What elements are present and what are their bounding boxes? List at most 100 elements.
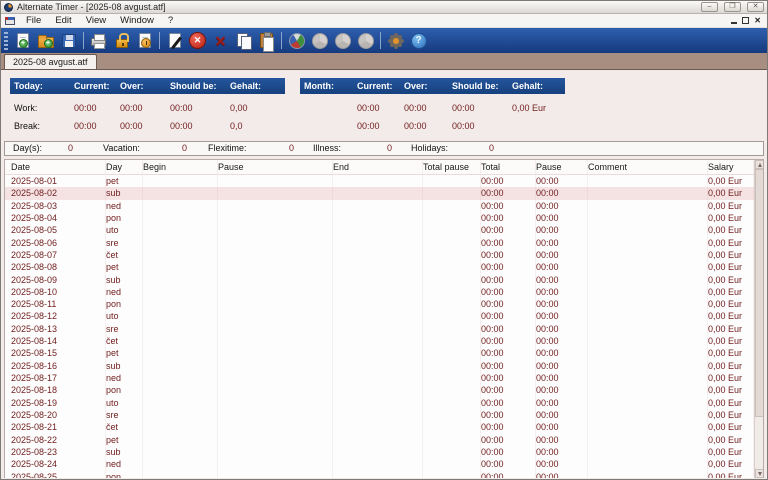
cell-begin (143, 408, 218, 422)
column-header[interactable]: Total (481, 160, 536, 174)
vertical-scrollbar[interactable] (754, 160, 763, 478)
table-row[interactable]: 2025-08-02 sub 00:00 00:00 0,00 Eur (5, 187, 763, 200)
menu-item[interactable]: View (85, 15, 107, 26)
scroll-up-arrow[interactable] (755, 160, 763, 169)
table-row[interactable]: 2025-08-05 uto 00:00 00:00 0,00 Eur (5, 224, 763, 237)
save-file-button[interactable] (58, 30, 79, 51)
table-row[interactable]: 2025-08-15 pet 00:00 00:00 0,00 Eur (5, 347, 763, 360)
table-row[interactable]: 2025-08-22 pet 00:00 00:00 0,00 Eur (5, 433, 763, 446)
table-row[interactable]: 2025-08-25 pon 00:00 00:00 0,00 Eur (5, 470, 763, 478)
month-work-gehalt: 0,00 Eur (512, 103, 547, 113)
cell-total-pause (423, 408, 481, 422)
cell-begin (143, 261, 218, 274)
table-row[interactable]: 2025-08-16 sub 00:00 00:00 0,00 Eur (5, 359, 763, 372)
scrollbar-thumb[interactable] (755, 169, 763, 418)
lock-button[interactable] (111, 30, 132, 51)
minimize-button[interactable]: – (701, 2, 718, 12)
copy-button[interactable] (233, 30, 254, 51)
toolbar-gripper[interactable] (4, 31, 8, 50)
cell-pause (218, 384, 333, 397)
chart-disabled-button-3[interactable] (355, 30, 376, 51)
column-header[interactable]: Total pause (423, 160, 481, 174)
cell-total: 00:00 (481, 261, 536, 274)
restore-button[interactable]: ❐ (724, 2, 741, 12)
table-row[interactable]: 2025-08-13 sre 00:00 00:00 0,00 Eur (5, 322, 763, 336)
cell-salary: 0,00 Eur (708, 458, 754, 471)
cell-end (333, 384, 423, 397)
cell-pause (218, 372, 333, 385)
column-header[interactable]: Comment (588, 160, 708, 174)
table-row[interactable]: 2025-08-01 pet 00:00 00:00 0,00 Eur (5, 175, 763, 188)
help-button[interactable]: ? (408, 30, 429, 51)
column-header[interactable]: Day (106, 160, 143, 174)
table-row[interactable]: 2025-08-09 sub 00:00 00:00 0,00 Eur (5, 273, 763, 286)
month-work-over: 00:00 (404, 103, 427, 113)
cell-salary: 0,00 Eur (708, 248, 754, 262)
column-header[interactable]: Pause (218, 160, 333, 174)
lock-icon (115, 33, 129, 48)
cell-total: 00:00 (481, 310, 536, 323)
mdi-restore-icon[interactable] (742, 17, 750, 24)
stat-value: 0 (67, 143, 73, 153)
table-row[interactable]: 2025-08-03 ned 00:00 00:00 0,00 Eur (5, 199, 763, 212)
column-header[interactable]: Salary (708, 160, 754, 174)
table-row[interactable]: 2025-08-12 uto 00:00 00:00 0,00 Eur (5, 310, 763, 323)
cell-day: čet (106, 335, 143, 348)
cell-date: 2025-08-19 (11, 396, 106, 409)
chart-overview-button[interactable] (286, 30, 307, 51)
cell-total-pause (423, 421, 481, 434)
table-row[interactable]: 2025-08-06 sre 00:00 00:00 0,00 Eur (5, 236, 763, 249)
chart-disabled-button-2[interactable] (332, 30, 353, 51)
table-row[interactable]: 2025-08-04 pon 00:00 00:00 0,00 Eur (5, 211, 763, 225)
table-row[interactable]: 2025-08-23 sub 00:00 00:00 0,00 Eur (5, 445, 763, 459)
table-row[interactable]: 2025-08-17 ned 00:00 00:00 0,00 Eur (5, 372, 763, 385)
document-tab[interactable]: 2025-08 avgust.atf (4, 54, 97, 69)
cell-comment (588, 298, 708, 311)
edit-entry-button[interactable] (164, 30, 185, 51)
table-row[interactable]: 2025-08-18 pon 00:00 00:00 0,00 Eur (5, 384, 763, 397)
menu-item[interactable]: File (26, 15, 42, 26)
table-row[interactable]: 2025-08-11 pon 00:00 00:00 0,00 Eur (5, 298, 763, 311)
column-header[interactable]: Date (11, 160, 106, 174)
cell-comment (588, 273, 708, 286)
table-row[interactable]: 2025-08-14 čet 00:00 00:00 0,00 Eur (5, 335, 763, 348)
column-header[interactable]: Pause (536, 160, 588, 174)
menu-item[interactable]: ? (167, 15, 174, 26)
open-file-button[interactable]: + (35, 30, 56, 51)
paste-button[interactable] (256, 30, 277, 52)
table-row[interactable]: 2025-08-21 čet 00:00 00:00 0,00 Eur (5, 421, 763, 434)
report-button[interactable] (134, 30, 155, 51)
cell-date: 2025-08-02 (11, 187, 106, 200)
new-file-button[interactable]: + (12, 30, 33, 51)
cell-begin (143, 175, 218, 188)
toolbar-separator (281, 32, 282, 49)
table-row[interactable]: 2025-08-24 ned 00:00 00:00 0,00 Eur (5, 458, 763, 471)
mdi-minimize-icon[interactable] (731, 17, 738, 24)
cell-end (333, 199, 423, 212)
table-header-row: Date Day Begin Pause End Total pause Total Paus… (5, 160, 763, 175)
delete-entry-button[interactable]: ✕ (210, 30, 231, 51)
cell-total: 00:00 (481, 335, 536, 348)
cell-pause (218, 298, 333, 311)
table-row[interactable]: 2025-08-19 uto 00:00 00:00 0,00 Eur (5, 396, 763, 409)
table-row[interactable]: 2025-08-07 čet 00:00 00:00 0,00 Eur (5, 248, 763, 262)
month-work-row: 00:00 00:00 00:00 0,00 Eur (300, 102, 565, 114)
table-row[interactable]: 2025-08-20 sre 00:00 00:00 0,00 Eur (5, 408, 763, 422)
table-row[interactable]: 2025-08-10 ned 00:00 00:00 0,00 Eur (5, 285, 763, 299)
scroll-down-arrow[interactable] (755, 469, 763, 478)
mdi-child-icon[interactable] (5, 16, 15, 25)
column-header[interactable]: End (333, 160, 423, 174)
delete-file-button[interactable]: ✕ (187, 30, 208, 51)
settings-button[interactable] (385, 30, 406, 51)
print-button[interactable] (88, 30, 109, 51)
stat-value: 0 (386, 143, 392, 153)
menu-item[interactable]: Window (120, 15, 154, 26)
mdi-close-icon[interactable]: ✕ (754, 15, 761, 25)
cell-begin (143, 445, 218, 459)
chart-disabled-button-1[interactable] (309, 30, 330, 51)
menu-item[interactable]: Edit (55, 15, 72, 26)
column-header[interactable]: Begin (143, 160, 218, 174)
stats-bar: Day(s): 0 Vacation: 0 Flexitime: 0 Illne… (4, 141, 764, 156)
table-row[interactable]: 2025-08-08 pet 00:00 00:00 0,00 Eur (5, 261, 763, 274)
close-button[interactable]: ✕ (747, 2, 764, 12)
